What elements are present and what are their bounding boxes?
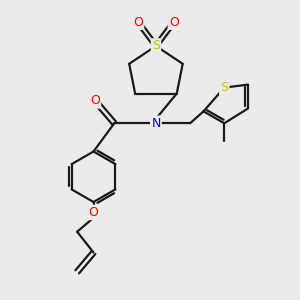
Text: O: O — [90, 94, 100, 107]
Text: S: S — [220, 81, 228, 94]
Text: O: O — [169, 16, 179, 29]
Text: O: O — [133, 16, 143, 29]
Text: O: O — [88, 206, 98, 219]
Text: N: N — [151, 117, 160, 130]
Text: S: S — [152, 40, 160, 52]
